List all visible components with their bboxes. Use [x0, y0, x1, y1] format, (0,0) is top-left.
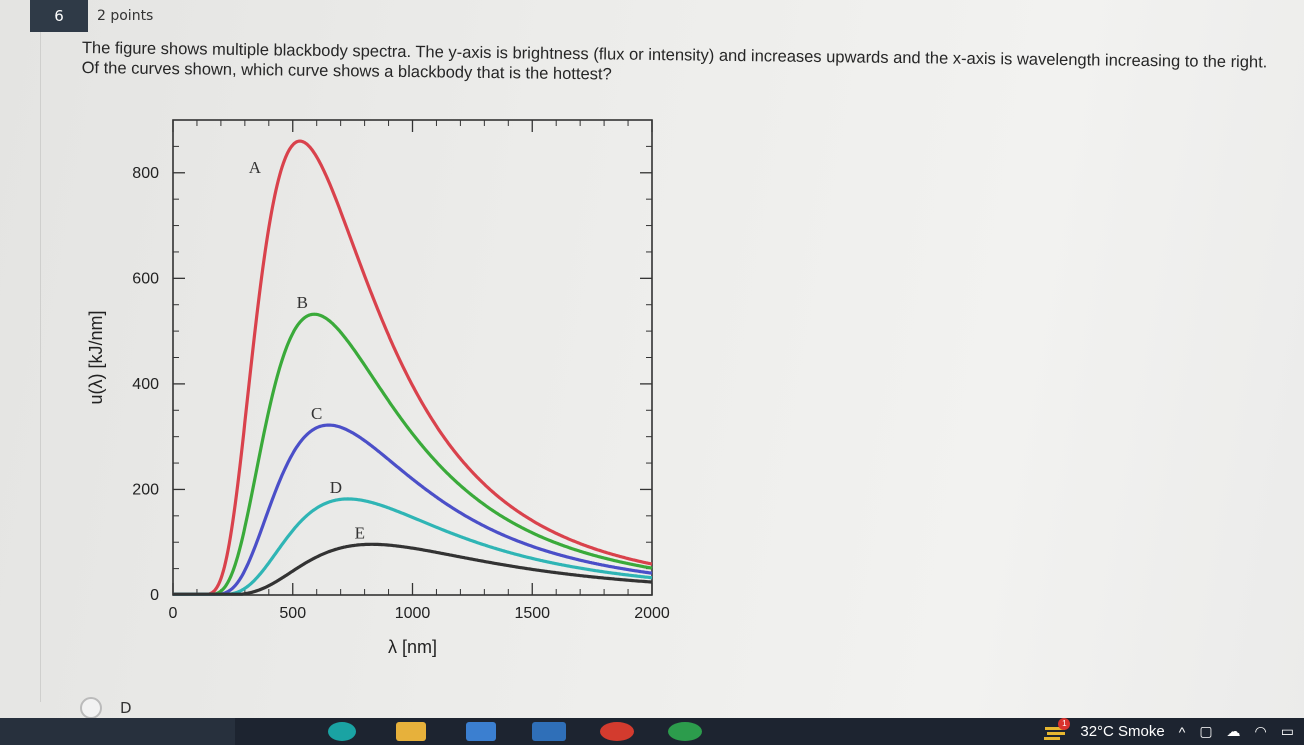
x-tick-label: 2000: [634, 605, 670, 622]
option-d-label: D: [120, 699, 132, 717]
blackbody-chart: 0 200 400 600 800 0 500 1000 1500 2000 λ [nm] u(λ) …: [60, 90, 700, 670]
curve-label-d: D: [330, 478, 342, 497]
curve-label-a: A: [249, 158, 262, 177]
question-number: 6: [30, 0, 88, 32]
x-tick-label: 1500: [514, 605, 550, 622]
app-icon-2[interactable]: [466, 722, 496, 741]
taskbar-search-area[interactable]: [0, 718, 235, 745]
question-number-text: 6: [54, 7, 64, 25]
taskbar: 1 32°C Smoke ^ ▢ ☁ ◠ ▭: [0, 717, 1304, 745]
y-axis-label: u(λ) [kJ/nm]: [86, 310, 106, 404]
curve-b: [172, 312, 653, 596]
onedrive-icon[interactable]: ☁: [1226, 723, 1241, 739]
weather-smoke-icon[interactable]: 1: [1044, 717, 1071, 740]
folder-icon[interactable]: [396, 722, 426, 741]
curve-c: [172, 423, 653, 596]
question-points: 2 points: [97, 8, 154, 24]
system-tray: 1 32°C Smoke ^ ▢ ☁ ◠ ▭: [1044, 717, 1304, 745]
app-icon-4[interactable]: [600, 722, 634, 741]
wifi-icon[interactable]: ◠: [1254, 723, 1267, 739]
curve-e: [172, 542, 653, 596]
answer-option-d[interactable]: D: [80, 697, 132, 719]
y-tick-label: 800: [132, 165, 159, 182]
app-icon-5[interactable]: [668, 722, 702, 741]
app-icon-3[interactable]: [532, 722, 566, 741]
x-tick-label: 1000: [395, 605, 431, 622]
curve-a: [172, 139, 653, 596]
y-tick-label: 600: [132, 270, 159, 287]
option-d-radio[interactable]: [80, 697, 102, 719]
weather-text[interactable]: 32°C Smoke: [1080, 723, 1165, 740]
battery-icon[interactable]: ▭: [1280, 723, 1294, 739]
y-tick-label: 400: [132, 376, 159, 393]
curve-label-c: C: [311, 404, 322, 423]
x-axis-label: λ [nm]: [388, 637, 437, 657]
y-tick-label: 200: [132, 481, 159, 498]
curve-d: [172, 497, 653, 596]
question-text: The figure shows multiple blackbody spec…: [82, 38, 1282, 93]
curve-label-b: B: [297, 293, 308, 312]
meet-now-icon[interactable]: ▢: [1199, 723, 1213, 739]
y-tick-label: 0: [150, 587, 159, 604]
x-tick-label: 0: [169, 605, 178, 622]
chevron-up-icon[interactable]: ^: [1178, 723, 1186, 740]
curve-label-e: E: [355, 523, 365, 542]
chart-svg: 0 200 400 600 800 0 500 1000 1500 2000 λ [nm] u(λ) …: [86, 119, 670, 657]
question-divider: [40, 32, 41, 702]
weather-alert-badge: 1: [1058, 717, 1071, 730]
x-tick-label: 500: [279, 605, 306, 622]
app-icon-1[interactable]: [328, 722, 356, 741]
